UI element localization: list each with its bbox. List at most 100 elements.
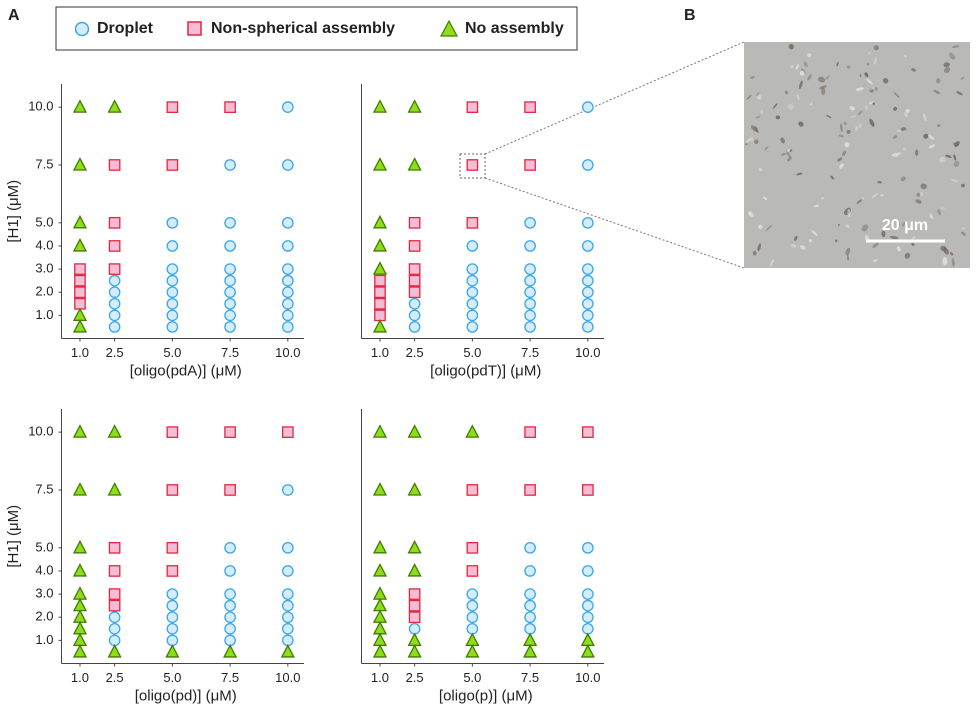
speck — [868, 101, 874, 105]
x-tick-label: 7.5 — [221, 670, 239, 685]
speck — [821, 87, 826, 96]
droplet-point — [466, 297, 479, 310]
speck — [960, 77, 965, 80]
droplet-point — [281, 611, 294, 624]
speck — [838, 134, 844, 138]
no-assembly-point — [465, 632, 480, 647]
assembly-point — [166, 565, 179, 577]
droplet-point — [524, 599, 536, 612]
no-assembly-point — [372, 632, 388, 647]
speck — [791, 243, 797, 248]
speck — [758, 224, 763, 230]
no-assembly-point — [107, 99, 122, 113]
droplet-point — [166, 611, 179, 624]
speck — [834, 239, 838, 243]
x-tick-label: 7.5 — [521, 670, 539, 685]
y-tick-label: 3.0 — [35, 261, 53, 276]
y-tick-label: 5.0 — [35, 214, 53, 229]
speck — [817, 76, 826, 83]
assembly-point — [466, 216, 479, 229]
no-assembly-point — [407, 563, 422, 577]
droplet-point — [281, 541, 294, 554]
speck — [953, 142, 956, 146]
speck — [864, 72, 869, 78]
speck — [855, 87, 864, 91]
no-assembly-point — [372, 609, 388, 623]
speck — [837, 223, 840, 226]
panel-label: B — [684, 7, 696, 24]
assembly-point — [408, 588, 421, 600]
droplet-point — [524, 263, 536, 275]
speck — [846, 254, 850, 261]
y-tick-label: 2.0 — [35, 609, 53, 624]
speck — [900, 127, 907, 131]
no-assembly-point — [107, 424, 122, 438]
speck — [747, 211, 754, 218]
speck — [896, 129, 902, 132]
x-axis-label: [oligo(pdT)] (μM) — [430, 362, 541, 379]
no-assembly-point — [523, 632, 538, 647]
no-assembly-point — [72, 482, 88, 496]
assembly-point — [74, 286, 86, 299]
speck — [877, 180, 882, 184]
speck — [845, 247, 851, 256]
micrograph — [744, 42, 970, 268]
no-assembly-point — [372, 99, 388, 113]
droplet-point — [466, 309, 479, 322]
speck — [847, 208, 851, 218]
droplet-point — [108, 611, 121, 624]
speck — [754, 139, 759, 145]
legend-label: Non-spherical assembly — [211, 20, 395, 37]
legend: Droplet Non-spherical assembly No assemb… — [55, 6, 578, 51]
assembly-point — [581, 484, 594, 496]
speck — [754, 126, 759, 134]
y-tick-label: 4.0 — [35, 562, 53, 577]
speck — [842, 150, 847, 157]
assembly-point — [466, 101, 479, 113]
droplet-point — [581, 216, 594, 229]
droplet-point — [466, 599, 479, 612]
speck — [821, 197, 825, 200]
assembly-point — [74, 263, 86, 275]
droplet-point — [281, 274, 294, 287]
droplet-point — [524, 274, 536, 287]
x-tick-label: 1.0 — [371, 345, 389, 360]
droplet-point — [224, 159, 236, 171]
droplet-point — [281, 321, 294, 333]
assembly-point — [581, 426, 594, 438]
no-assembly-point — [72, 644, 88, 658]
assembly-point — [466, 541, 479, 554]
no-assembly-point — [72, 157, 88, 171]
speck — [814, 204, 820, 208]
speck — [798, 80, 803, 90]
speck — [911, 243, 915, 246]
speck — [903, 54, 907, 58]
speck — [807, 74, 812, 81]
speck — [808, 239, 813, 243]
panel-label: A — [8, 7, 20, 24]
speck — [839, 163, 844, 169]
no-assembly-point — [72, 586, 88, 600]
speck — [928, 134, 935, 140]
speck — [867, 51, 872, 55]
y-tick-label: 2.0 — [35, 284, 53, 299]
no-assembly-point — [372, 586, 388, 600]
droplet-point — [466, 286, 479, 299]
no-assembly-point — [72, 563, 88, 577]
speck — [893, 135, 898, 139]
assembly-point — [524, 484, 536, 496]
droplet-point — [224, 588, 236, 600]
assembly-point — [224, 426, 236, 438]
assembly-point — [108, 240, 121, 252]
speck — [787, 156, 792, 162]
speck — [756, 93, 762, 100]
no-assembly-point — [407, 424, 422, 438]
speck — [788, 44, 794, 50]
speck — [873, 45, 879, 51]
speck — [858, 122, 862, 129]
speck — [915, 149, 919, 156]
no-assembly-point — [580, 644, 595, 658]
no-assembly-point — [72, 620, 88, 635]
y-tick-label: 1.0 — [35, 307, 53, 322]
